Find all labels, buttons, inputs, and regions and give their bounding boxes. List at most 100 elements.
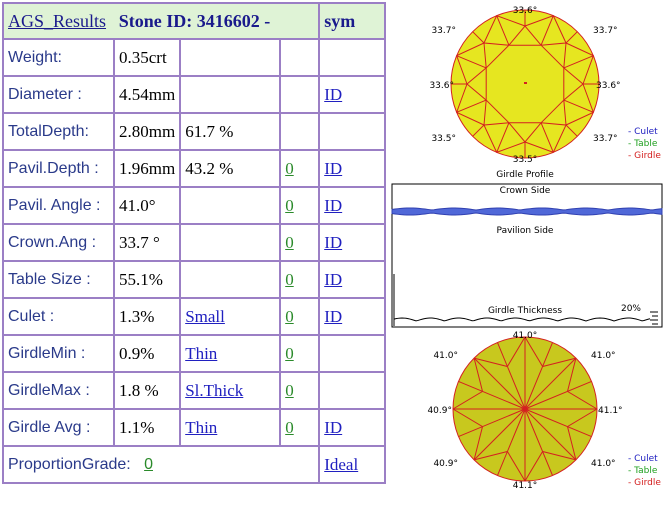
- pavilion-facets: [452, 336, 598, 482]
- row-value: 55.1%: [119, 269, 163, 289]
- row-label: Diameter :: [8, 85, 82, 103]
- zero-link[interactable]: 0: [285, 158, 294, 178]
- table-row: Table Size : 55.1% 0 ID: [2, 260, 387, 299]
- extra-link-cell: Thin: [179, 334, 282, 373]
- row-label: Pavil. Angle :: [8, 196, 101, 214]
- profile-frame: [391, 183, 663, 328]
- row-extra-cell: [179, 38, 282, 77]
- pavilion-legend: - Culet - Table - Girdle: [628, 454, 661, 488]
- row-value: 1.1%: [119, 417, 155, 437]
- crown-side-label: Crown Side: [500, 186, 551, 196]
- crown-diagram: 33.6° 33.7° 33.6° 33.7° 33.5° 33.5° 33.6…: [429, 6, 661, 165]
- crown-angle-label: 33.7°: [431, 26, 456, 36]
- row-label-cell: Culet :: [2, 297, 115, 336]
- id-link[interactable]: ID: [324, 158, 343, 178]
- id-link-cell: ID: [318, 408, 387, 447]
- extra-link[interactable]: Sl.Thick: [185, 380, 244, 400]
- zero-link[interactable]: 0: [285, 417, 294, 437]
- id-link[interactable]: ID: [324, 417, 343, 437]
- crown-angle-label: 33.6°: [513, 6, 538, 16]
- girdle-profile-diagram: Girdle Profile Crown Side Pavilion Side …: [391, 170, 663, 328]
- table-row: Crown.Ang : 33.7 ° 0 ID: [2, 223, 387, 262]
- table-row: GirdleMax : 1.8 % Sl.Thick 0: [2, 371, 387, 410]
- zero-link-cell: 0: [279, 408, 321, 447]
- zero-link-cell: 0: [279, 149, 321, 188]
- proportion-grade-cell: ProportionGrade: 0: [1, 445, 321, 484]
- row-value-cell: 2.80mm: [112, 112, 182, 151]
- id-link[interactable]: ID: [324, 306, 343, 326]
- table-row: Weight: 0.35crt: [2, 38, 387, 77]
- pavilion-side-label: Pavilion Side: [497, 226, 554, 236]
- zero-link[interactable]: 0: [285, 380, 294, 400]
- zero-link-cell: 0: [279, 334, 321, 373]
- row-value-cell: 1.96mm: [112, 149, 182, 188]
- crown-angle-label: 33.6°: [596, 81, 621, 91]
- zero-link[interactable]: 0: [285, 269, 294, 289]
- row-value: 2.80mm: [119, 121, 176, 141]
- row-value: 1.3%: [119, 306, 155, 326]
- legend-table: - Table: [628, 466, 658, 476]
- pavilion-culet: [522, 406, 528, 412]
- row-label: GirdleMin :: [8, 344, 86, 362]
- grade-cell: Ideal: [318, 445, 387, 484]
- row-value-cell: 0.9%: [112, 334, 182, 373]
- row-label-cell: Crown.Ang :: [2, 223, 115, 262]
- zero-link-cell: [279, 112, 321, 151]
- row-value-cell: 1.8 %: [112, 371, 182, 410]
- row-extra-cell: [179, 223, 282, 262]
- crown-girdle-wave: [391, 207, 663, 216]
- footer-row: ProportionGrade: 0 Ideal: [1, 445, 387, 484]
- row-label-cell: GirdleMin :: [2, 334, 115, 373]
- row-value: 33.7 °: [119, 232, 160, 252]
- pavilion-angle-label: 41.0°: [591, 459, 616, 469]
- table-row: Girdle Avg : 1.1% Thin 0 ID: [2, 408, 387, 447]
- zero-link-cell: 0: [279, 223, 321, 262]
- row-label-cell: Girdle Avg :: [2, 408, 115, 447]
- id-link-cell: [318, 112, 387, 151]
- zero-link[interactable]: 0: [285, 195, 294, 215]
- crown-facets: [451, 10, 599, 158]
- row-value: 1.96mm: [119, 158, 176, 178]
- thickness-wave: [393, 317, 651, 326]
- row-label-cell: Pavil. Angle :: [2, 186, 115, 225]
- extra-link-cell: Small: [179, 297, 282, 336]
- results-title: AGS_Results: [8, 10, 107, 31]
- extra-link-cell: Sl.Thick: [179, 371, 282, 410]
- id-link[interactable]: ID: [324, 269, 343, 289]
- extra-link[interactable]: Small: [185, 306, 225, 326]
- extra-link[interactable]: Thin: [185, 417, 218, 437]
- crown-legend: - Culet - Table - Girdle: [628, 127, 661, 161]
- row-extra: 61.7 %: [185, 121, 234, 141]
- extra-link[interactable]: Thin: [185, 343, 218, 363]
- proportion-grade-label: ProportionGrade:: [8, 455, 131, 473]
- culet-mark: [524, 82, 527, 84]
- pavilion-angle-label: 41.0°: [433, 351, 458, 361]
- grade-link[interactable]: Ideal: [324, 454, 359, 474]
- id-link[interactable]: ID: [324, 232, 343, 252]
- pavilion-facet-lines: [452, 336, 598, 482]
- row-extra-cell: 43.2 %: [179, 149, 282, 188]
- row-value: 4.54mm: [119, 84, 176, 104]
- thickness-ticks: [650, 311, 658, 325]
- proportion-grade-link[interactable]: 0: [144, 455, 153, 473]
- rows-body: Weight: 0.35crt Diameter : 4.54mm ID TotalDep…: [2, 38, 387, 447]
- results-table: AGS_Results Stone ID: 3416602 - sym Weig…: [1, 2, 387, 484]
- crown-angle-label: 33.7°: [593, 134, 618, 144]
- id-link-cell: ID: [318, 186, 387, 225]
- header-row: AGS_Results Stone ID: 3416602 - sym: [1, 2, 387, 40]
- id-link[interactable]: ID: [324, 84, 343, 104]
- crown-angle-label: 33.5°: [431, 134, 456, 144]
- legend-culet: - Culet: [628, 127, 658, 137]
- zero-link[interactable]: 0: [285, 306, 294, 326]
- id-link[interactable]: ID: [324, 195, 343, 215]
- crown-facet-lines: [451, 10, 599, 158]
- table-row: Diameter : 4.54mm ID: [2, 75, 387, 114]
- pavilion-angle-label: 41.0°: [591, 351, 616, 361]
- row-label: Pavil.Depth :: [8, 159, 99, 177]
- girdle-thickness-label: Girdle Thickness: [488, 306, 562, 316]
- row-label-cell: Table Size :: [2, 260, 115, 299]
- zero-link[interactable]: 0: [285, 232, 294, 252]
- zero-link[interactable]: 0: [285, 343, 294, 363]
- pavilion-angle-label: 40.9°: [433, 459, 458, 469]
- row-label: Crown.Ang :: [8, 233, 97, 251]
